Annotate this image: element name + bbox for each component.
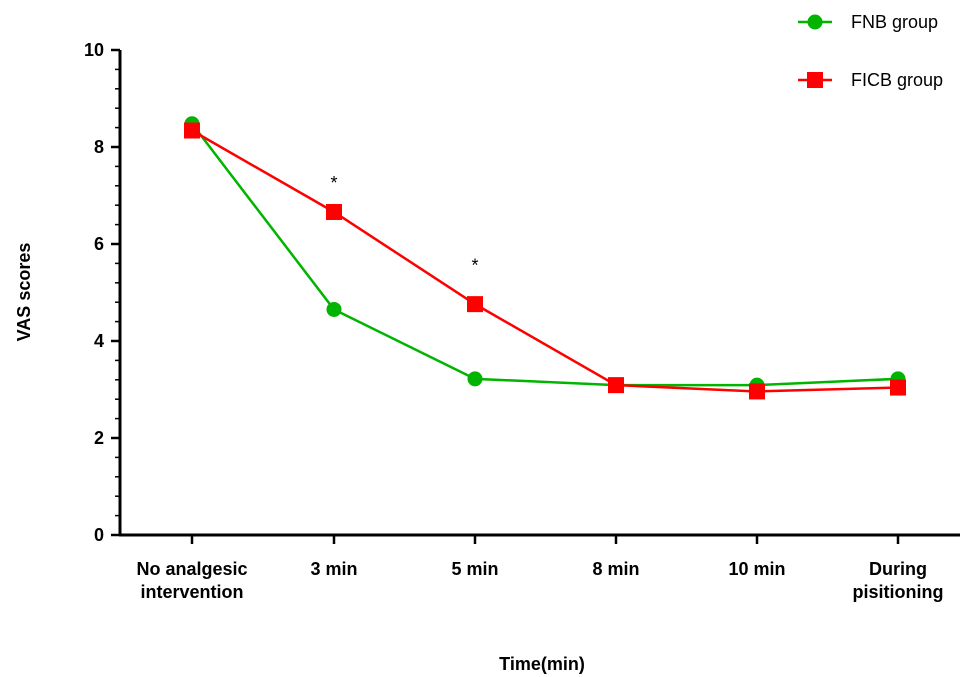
axes: 0 2 4 6 8 10 No analgesic intervention 3 min 5 mi… <box>84 40 960 602</box>
x-tick-label-line: During <box>869 559 927 579</box>
x-tick-label-line: No analgesic <box>136 559 247 579</box>
y-axis-title: VAS scores <box>14 243 34 342</box>
legend-item: FICB group <box>798 70 943 90</box>
y-tick-label: 8 <box>94 137 104 157</box>
x-tick-label-line: intervention <box>140 582 243 602</box>
legend-label: FNB group <box>851 12 938 32</box>
legend-label: FICB group <box>851 70 943 90</box>
legend-marker <box>807 14 823 30</box>
series-fnb-group <box>184 116 906 393</box>
series-layer <box>184 116 906 400</box>
x-tick-label-line: 10 min <box>728 559 785 579</box>
series-line <box>191 129 899 393</box>
data-point <box>326 203 342 220</box>
x-axis-title: Time(min) <box>499 654 585 674</box>
annotations: ** <box>330 173 478 275</box>
legend: FNB group FICB group <box>798 12 943 90</box>
data-point <box>467 296 483 313</box>
legend-marker <box>807 72 823 88</box>
x-tick-label: No analgesic intervention <box>136 559 247 602</box>
significance-marker: * <box>330 173 337 193</box>
y-tick-label: 10 <box>84 40 104 60</box>
x-tick-label: 8 min <box>592 559 639 579</box>
x-tick-label: 5 min <box>451 559 498 579</box>
legend-item: FNB group <box>798 12 938 32</box>
x-tick-label: 10 min <box>728 559 785 579</box>
y-tick-label: 0 <box>94 525 104 545</box>
series-ficb-group <box>184 122 906 400</box>
y-tick-label: 2 <box>94 428 104 448</box>
y-tick-label: 6 <box>94 234 104 254</box>
x-tick-label: 3 min <box>310 559 357 579</box>
significance-marker: * <box>471 255 478 275</box>
data-point <box>890 379 906 396</box>
data-point <box>467 371 483 387</box>
x-tick-label-line: 5 min <box>451 559 498 579</box>
x-tick-label-line: 3 min <box>310 559 357 579</box>
data-point <box>326 301 342 317</box>
x-tick-label-line: 8 min <box>592 559 639 579</box>
data-point <box>608 377 624 394</box>
data-point <box>749 383 765 400</box>
x-tick-label: During pisitioning <box>853 559 944 602</box>
series-line <box>191 122 899 387</box>
x-tick-label-line: pisitioning <box>853 582 944 602</box>
data-point <box>184 122 200 139</box>
y-tick-label: 4 <box>94 331 104 351</box>
